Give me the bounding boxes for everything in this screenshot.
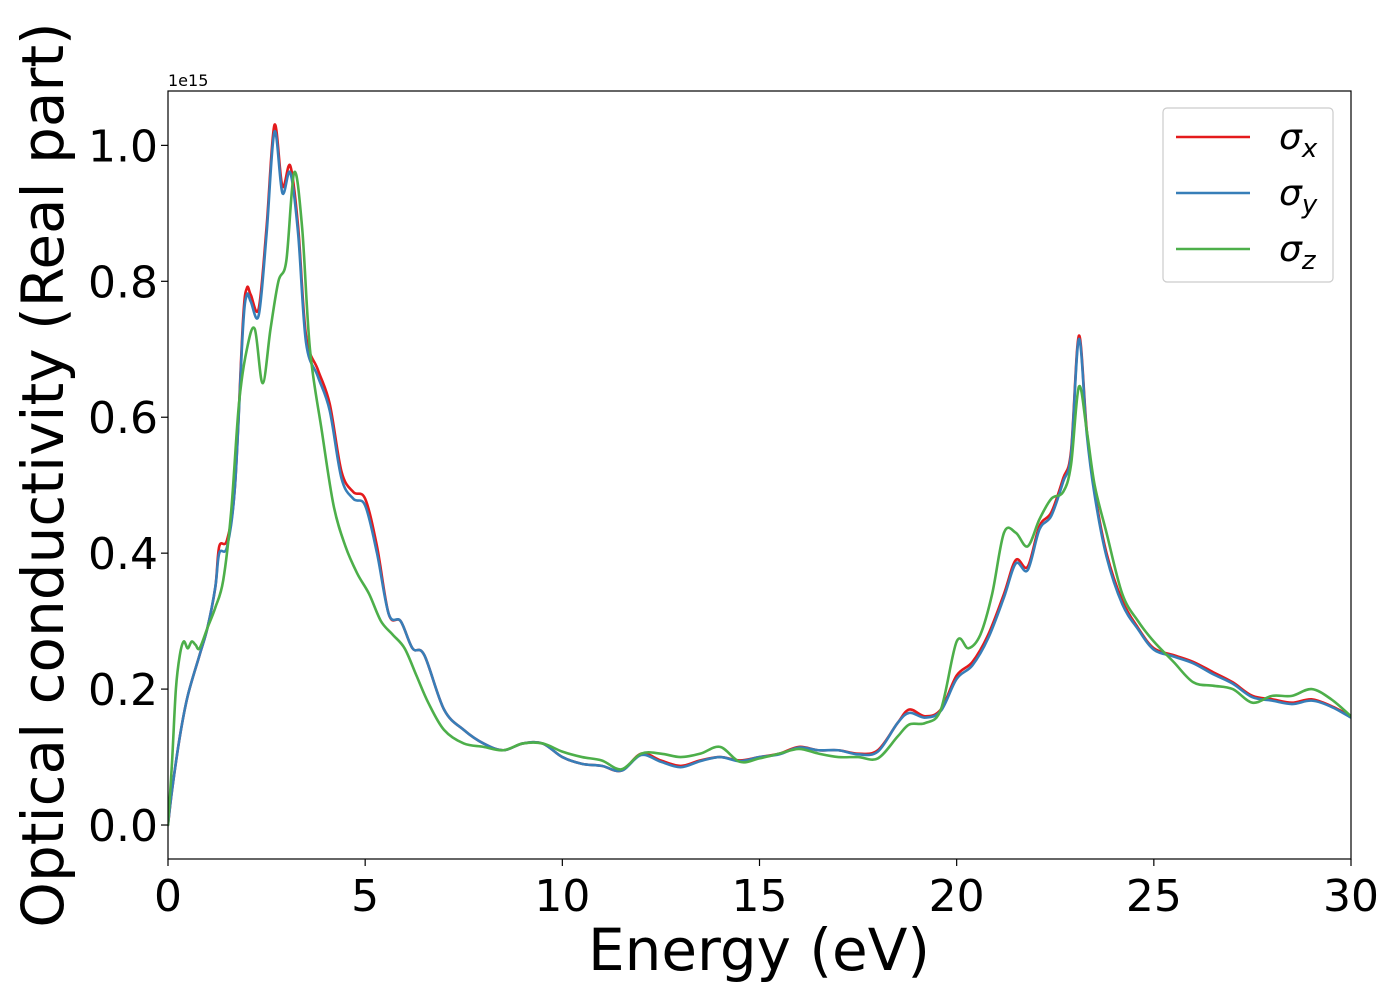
y-offset-text: 1e15 <box>168 71 208 90</box>
y-axis-ticks: 0.0 0.2 0.4 0.6 0.8 1.0 <box>88 121 168 852</box>
y-tick-label: 0.4 <box>88 529 158 580</box>
x-tick-label: 25 <box>1126 871 1182 922</box>
y-tick-label: 0.2 <box>88 665 158 716</box>
series-layer <box>168 123 1351 827</box>
x-axis-ticks: 0 5 10 15 20 25 30 <box>154 859 1379 922</box>
series-line-z <box>168 170 1351 827</box>
x-tick-label: 10 <box>534 871 590 922</box>
x-tick-label: 5 <box>351 871 379 922</box>
y-tick-label: 0.8 <box>88 257 158 308</box>
x-tick-label: 15 <box>732 871 788 922</box>
x-axis-title: Energy (eV) <box>588 916 930 984</box>
legend-frame <box>1162 107 1334 283</box>
series-line-y <box>168 130 1351 827</box>
x-tick-label: 30 <box>1323 871 1379 922</box>
x-tick-label: 0 <box>154 871 182 922</box>
y-axis-title: Optical conductivity (Real part) <box>9 22 77 927</box>
y-tick-label: 1.0 <box>88 121 158 172</box>
x-tick-label: 20 <box>929 871 985 922</box>
y-tick-label: 0.6 <box>88 393 158 444</box>
y-tick-label: 0.0 <box>88 801 158 852</box>
